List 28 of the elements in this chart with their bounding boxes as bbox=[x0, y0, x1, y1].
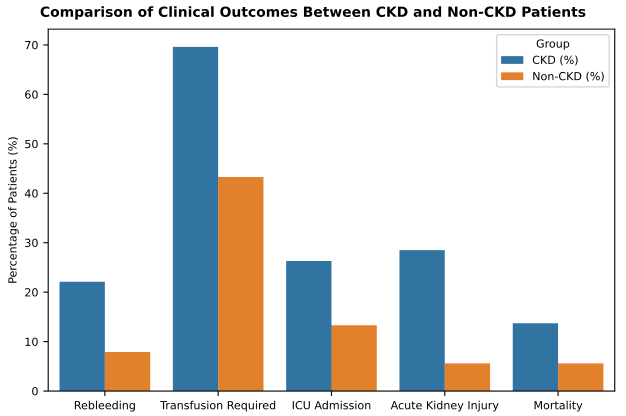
legend-label: CKD (%) bbox=[532, 55, 578, 66]
bar bbox=[286, 261, 332, 392]
bar bbox=[444, 363, 490, 392]
x-tick-label: Acute Kidney Injury bbox=[390, 400, 499, 412]
bar bbox=[60, 282, 105, 392]
x-tick-label: Transfusion Required bbox=[160, 400, 276, 412]
y-tick-label: 60 bbox=[25, 90, 38, 99]
y-tick-label: 30 bbox=[25, 238, 38, 248]
y-tick-label: 70 bbox=[25, 40, 38, 50]
x-tick-label: ICU Admission bbox=[292, 400, 370, 410]
legend-title: Group bbox=[536, 39, 570, 50]
x-tick-label: Rebleeding bbox=[74, 400, 135, 412]
bar bbox=[104, 352, 150, 392]
y-tick-label: 40 bbox=[24, 189, 38, 198]
y-tick-label: 50 bbox=[25, 140, 38, 148]
bar bbox=[399, 250, 445, 392]
bar bbox=[512, 323, 558, 392]
legend-label: Non-CKD (%) bbox=[533, 72, 604, 82]
y-tick-label: 20 bbox=[25, 288, 38, 297]
bar bbox=[218, 176, 264, 392]
bar bbox=[331, 325, 377, 392]
bar bbox=[558, 363, 604, 392]
y-tick-label: 0 bbox=[32, 387, 38, 396]
x-tick-label: Mortality bbox=[534, 400, 582, 412]
bar bbox=[172, 46, 218, 392]
y-axis-title: Percentage of Patients (%) bbox=[8, 137, 19, 283]
y-tick-label: 10 bbox=[26, 338, 38, 346]
chart-title: Comparison of Clinical Outcomes Between CKD and Non-CKD Patients bbox=[40, 6, 586, 20]
